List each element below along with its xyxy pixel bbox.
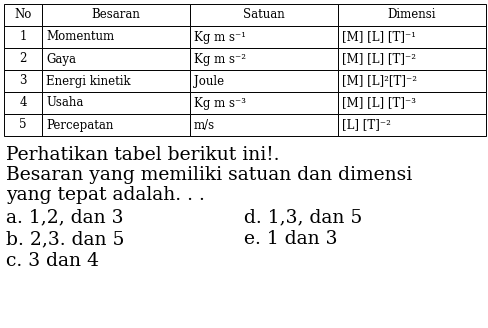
Text: Besaran yang memiliki satuan dan dimensi: Besaran yang memiliki satuan dan dimensi (6, 166, 412, 184)
Text: Satuan: Satuan (243, 9, 285, 22)
Bar (4, 4, 42, 26)
Bar (4, 92, 42, 114)
Bar (4, 70, 42, 92)
Text: yang tepat adalah. . .: yang tepat adalah. . . (6, 186, 205, 204)
Text: Energi kinetik: Energi kinetik (46, 74, 131, 88)
Text: [M] [L]²[T]⁻²: [M] [L]²[T]⁻² (342, 74, 417, 88)
Bar (338, 4, 486, 26)
Text: Percepatan: Percepatan (46, 118, 113, 132)
Text: Usaha: Usaha (46, 96, 83, 110)
Text: Momentum: Momentum (46, 31, 114, 44)
Bar (4, 114, 42, 136)
Bar (42, 48, 190, 70)
Text: Joule: Joule (194, 74, 224, 88)
Text: 5: 5 (19, 118, 27, 132)
Text: m/s: m/s (194, 118, 215, 132)
Text: [L] [T]⁻²: [L] [T]⁻² (342, 118, 391, 132)
Text: [M] [L] [T]⁻²: [M] [L] [T]⁻² (342, 52, 416, 66)
Text: Besaran: Besaran (92, 9, 141, 22)
Bar (338, 26, 486, 48)
Bar (338, 48, 486, 70)
Bar (42, 4, 190, 26)
Text: a. 1,2, dan 3: a. 1,2, dan 3 (6, 208, 123, 226)
Bar (4, 26, 42, 48)
Text: No: No (14, 9, 32, 22)
Bar (42, 114, 190, 136)
Text: 3: 3 (19, 74, 27, 88)
Bar (42, 26, 190, 48)
Text: Gaya: Gaya (46, 52, 76, 66)
Bar (190, 4, 338, 26)
Bar (190, 48, 338, 70)
Bar (190, 92, 338, 114)
Text: Kg m s⁻²: Kg m s⁻² (194, 52, 246, 66)
Text: 2: 2 (20, 52, 27, 66)
Bar (42, 92, 190, 114)
Text: c. 3 dan 4: c. 3 dan 4 (6, 252, 99, 270)
Bar (190, 70, 338, 92)
Text: 1: 1 (20, 31, 27, 44)
Text: 4: 4 (19, 96, 27, 110)
Text: [M] [L] [T]⁻¹: [M] [L] [T]⁻¹ (342, 31, 416, 44)
Text: Kg m s⁻³: Kg m s⁻³ (194, 96, 246, 110)
Bar (338, 114, 486, 136)
Bar (338, 92, 486, 114)
Text: [M] [L] [T]⁻³: [M] [L] [T]⁻³ (342, 96, 416, 110)
Bar (42, 70, 190, 92)
Text: d. 1,3, dan 5: d. 1,3, dan 5 (244, 208, 363, 226)
Bar (190, 114, 338, 136)
Bar (190, 26, 338, 48)
Text: Dimensi: Dimensi (388, 9, 436, 22)
Text: b. 2,3. dan 5: b. 2,3. dan 5 (6, 230, 124, 248)
Text: e. 1 dan 3: e. 1 dan 3 (244, 230, 338, 248)
Text: Perhatikan tabel berikut ini!.: Perhatikan tabel berikut ini!. (6, 146, 280, 164)
Bar (4, 48, 42, 70)
Bar (338, 70, 486, 92)
Text: Kg m s⁻¹: Kg m s⁻¹ (194, 31, 246, 44)
